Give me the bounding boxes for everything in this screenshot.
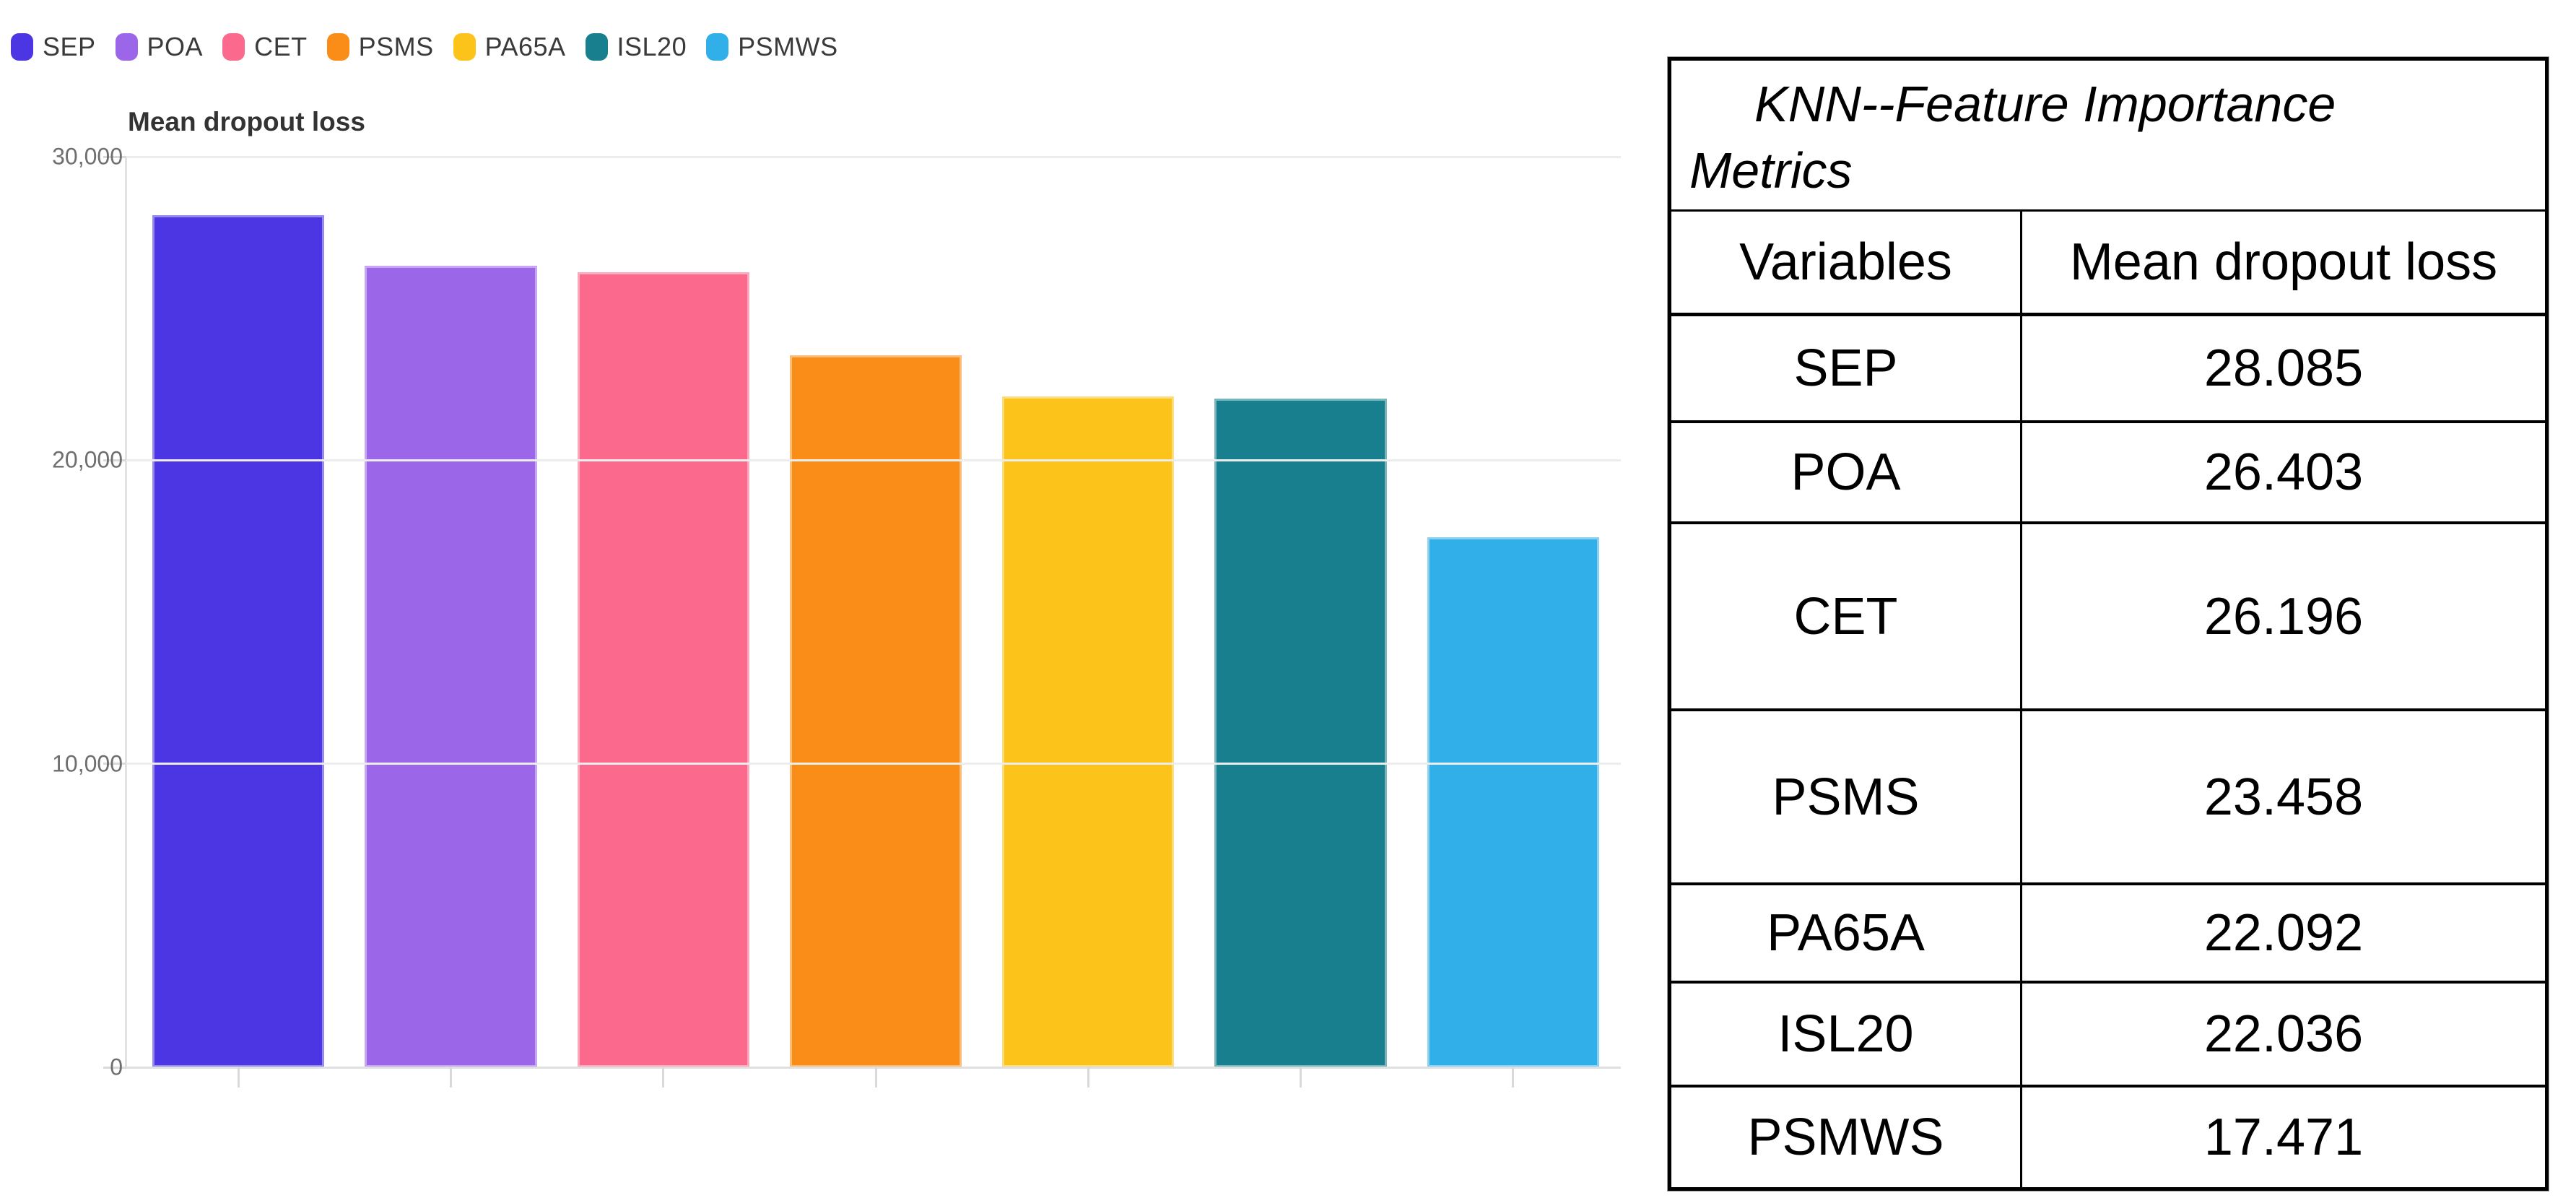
- legend-item-pa65a[interactable]: PA65A: [453, 32, 566, 62]
- legend-swatch-icon: [706, 33, 729, 61]
- cell-variable: ISL20: [1671, 984, 2022, 1085]
- legend-label: ISL20: [617, 32, 687, 61]
- table-row-isl20: ISL20 22.036: [1671, 984, 2545, 1088]
- bar-slot: [344, 157, 557, 1067]
- y-axis-label: 0: [110, 1054, 123, 1080]
- y-axis-label: 10,000: [52, 750, 123, 777]
- bar-slot: [982, 157, 1194, 1067]
- x-axis-tick: [1300, 1067, 1302, 1088]
- legend-swatch-icon: [115, 33, 138, 61]
- bar-slot: [132, 157, 344, 1067]
- chart-legend: SEP POA CET PSMS PA65A ISL20 PSMWS: [11, 32, 838, 62]
- legend-label: PA65A: [484, 32, 566, 61]
- bar-slot: [1194, 157, 1406, 1067]
- bar-cet[interactable]: [577, 272, 749, 1067]
- bar-pa65a[interactable]: [1002, 396, 1175, 1067]
- legend-item-poa[interactable]: POA: [115, 32, 204, 62]
- legend-label: POA: [147, 32, 204, 61]
- bar-psms[interactable]: [789, 355, 962, 1067]
- legend-label: SEP: [43, 32, 96, 61]
- legend-item-psms[interactable]: PSMS: [326, 32, 434, 62]
- cell-variable: CET: [1671, 524, 2022, 708]
- cell-variable: POA: [1671, 423, 2022, 521]
- x-axis-tick: [1512, 1067, 1515, 1088]
- table-title-line1: KNN--Feature Importance: [1754, 76, 2336, 132]
- cell-variable: PSMWS: [1671, 1088, 2022, 1187]
- legend-swatch-icon: [222, 33, 245, 61]
- bar-psmws[interactable]: [1427, 537, 1599, 1067]
- legend-label: CET: [254, 32, 308, 61]
- legend-swatch-icon: [11, 33, 33, 61]
- table-row-psmws: PSMWS 17.471: [1671, 1088, 2545, 1187]
- cell-mean-dropout-loss: 23.458: [2203, 768, 2364, 826]
- x-axis-tick: [874, 1067, 877, 1088]
- bars-container: [132, 157, 1619, 1067]
- legend-item-sep[interactable]: SEP: [11, 32, 96, 62]
- table-body: SEP 28.085 POA 26.403 CET 26.196 PSMS 23.458 PA6…: [1671, 316, 2545, 1187]
- cell-mean-dropout-loss: 26.196: [2203, 587, 2364, 646]
- cell-mean-dropout-loss: 26.403: [2203, 443, 2364, 501]
- legend-item-psmws[interactable]: PSMWS: [706, 32, 838, 62]
- x-axis-tick: [1087, 1067, 1089, 1088]
- y-axis-tick: [103, 1066, 126, 1069]
- table-row-cet: CET 26.196: [1671, 524, 2545, 711]
- cell-variable: SEP: [1671, 316, 2022, 420]
- bar-slot: [1407, 157, 1619, 1067]
- y-axis-line: [125, 157, 127, 1067]
- table-row-sep: SEP 28.085: [1671, 316, 2545, 423]
- bar-slot: [770, 157, 982, 1067]
- legend-swatch-icon: [585, 33, 608, 61]
- legend-swatch-icon: [326, 33, 349, 61]
- cell-variable: PSMS: [1671, 711, 2022, 882]
- table-title: KNN--Feature Importance Metrics: [1671, 61, 2545, 212]
- table-row-psms: PSMS 23.458: [1671, 711, 2545, 885]
- x-axis-tick: [237, 1067, 240, 1088]
- table-title-line2: Metrics: [1689, 142, 1853, 199]
- bar-isl20[interactable]: [1214, 398, 1387, 1067]
- feature-importance-table: KNN--Feature Importance Metrics Variable…: [1668, 57, 2549, 1191]
- table-row-poa: POA 26.403: [1671, 423, 2545, 524]
- gridline-20000: [126, 459, 1621, 461]
- plot-area: 010,00020,00030,000SEPPOACETPSMSPA65AISL…: [52, 144, 1621, 1088]
- legend-label: PSMS: [358, 32, 434, 61]
- bar-poa[interactable]: [365, 266, 537, 1067]
- bar-sep[interactable]: [152, 214, 325, 1067]
- legend-label: PSMWS: [738, 32, 838, 61]
- y-axis-tick: [103, 763, 126, 765]
- column-header-variables: Variables: [1671, 212, 2022, 313]
- bar-chart: SEP POA CET PSMS PA65A ISL20 PSMWS Mean dropou…: [11, 32, 1621, 1088]
- gridline-0: [126, 1066, 1621, 1069]
- cell-mean-dropout-loss: 28.085: [2203, 339, 2364, 397]
- legend-item-isl20[interactable]: ISL20: [585, 32, 687, 62]
- table-header-row: Variables Mean dropout loss: [1671, 212, 2545, 316]
- bar-slot: [557, 157, 770, 1067]
- cell-mean-dropout-loss: 22.036: [2203, 1005, 2364, 1063]
- chart-title: Mean dropout loss: [128, 107, 365, 136]
- gridline-30000: [126, 155, 1621, 158]
- gridline-10000: [126, 763, 1621, 765]
- y-axis-label: 20,000: [52, 446, 123, 473]
- cell-variable: PA65A: [1671, 885, 2022, 981]
- legend-item-cet[interactable]: CET: [222, 32, 308, 62]
- cell-mean-dropout-loss: 17.471: [2203, 1108, 2364, 1166]
- x-axis-tick: [662, 1067, 665, 1088]
- cell-mean-dropout-loss: 22.092: [2203, 904, 2364, 962]
- y-axis-label: 30,000: [52, 143, 123, 170]
- x-axis-tick: [449, 1067, 452, 1088]
- legend-swatch-icon: [453, 33, 476, 61]
- column-header-mean-dropout-loss: Mean dropout loss: [2069, 233, 2498, 291]
- y-axis-tick: [103, 459, 126, 461]
- table-row-pa65a: PA65A 22.092: [1671, 885, 2545, 984]
- y-axis-tick: [103, 155, 126, 158]
